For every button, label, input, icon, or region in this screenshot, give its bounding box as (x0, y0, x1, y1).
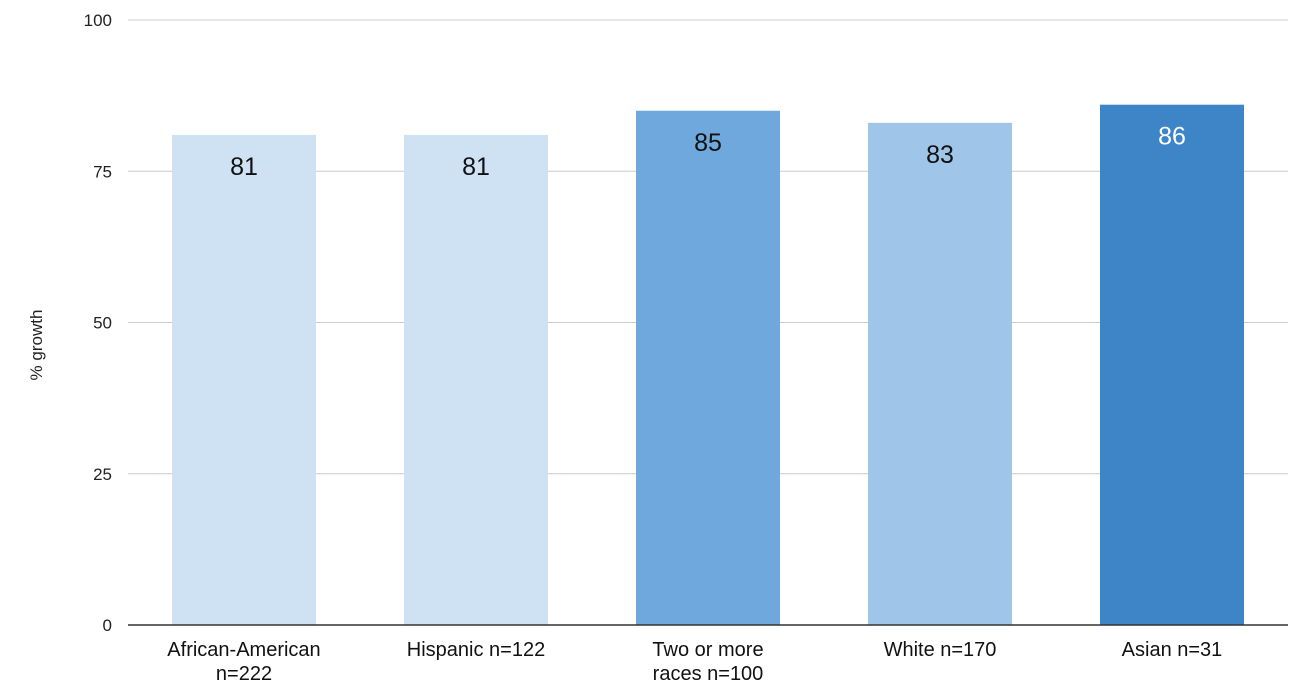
bars (172, 104, 1244, 625)
y-tick-label: 75 (93, 162, 112, 181)
bar (172, 134, 316, 625)
x-category-label-line: Asian n=31 (1122, 639, 1223, 661)
x-category-label-line: races n=100 (653, 663, 764, 685)
labels: 0 25 50 75 100 81 African-American n=222 81 Hispa… (84, 11, 1223, 685)
x-category-label-line: Hispanic n=122 (407, 639, 545, 661)
x-category-label-line: Two or more (652, 639, 763, 661)
bar-value-label: 83 (926, 141, 954, 169)
x-category-label-line: n=222 (216, 663, 272, 685)
bar-value-label: 86 (1158, 123, 1186, 151)
y-tick-label: 25 (93, 465, 112, 484)
bar (1100, 104, 1244, 625)
bar (404, 134, 548, 625)
bar (636, 110, 780, 625)
y-tick-label: 100 (84, 11, 112, 30)
x-category-label: Two or more races n=100 (652, 639, 763, 685)
x-category-label: African-American n=222 (167, 639, 320, 685)
bar (868, 122, 1012, 625)
y-axis-title: % growth (27, 310, 46, 381)
x-category-label-line: African-American (167, 639, 320, 661)
bar-value-label: 81 (230, 153, 258, 181)
bar-value-label: 81 (462, 153, 490, 181)
x-category-label: White n=170 (884, 639, 997, 661)
y-tick-label: 0 (103, 616, 112, 635)
y-tick-label: 50 (93, 314, 112, 333)
x-category-label: Hispanic n=122 (407, 639, 545, 661)
x-category-label-line: White n=170 (884, 639, 997, 661)
bar-value-label: 85 (694, 129, 722, 157)
x-category-label: Asian n=31 (1122, 639, 1223, 661)
